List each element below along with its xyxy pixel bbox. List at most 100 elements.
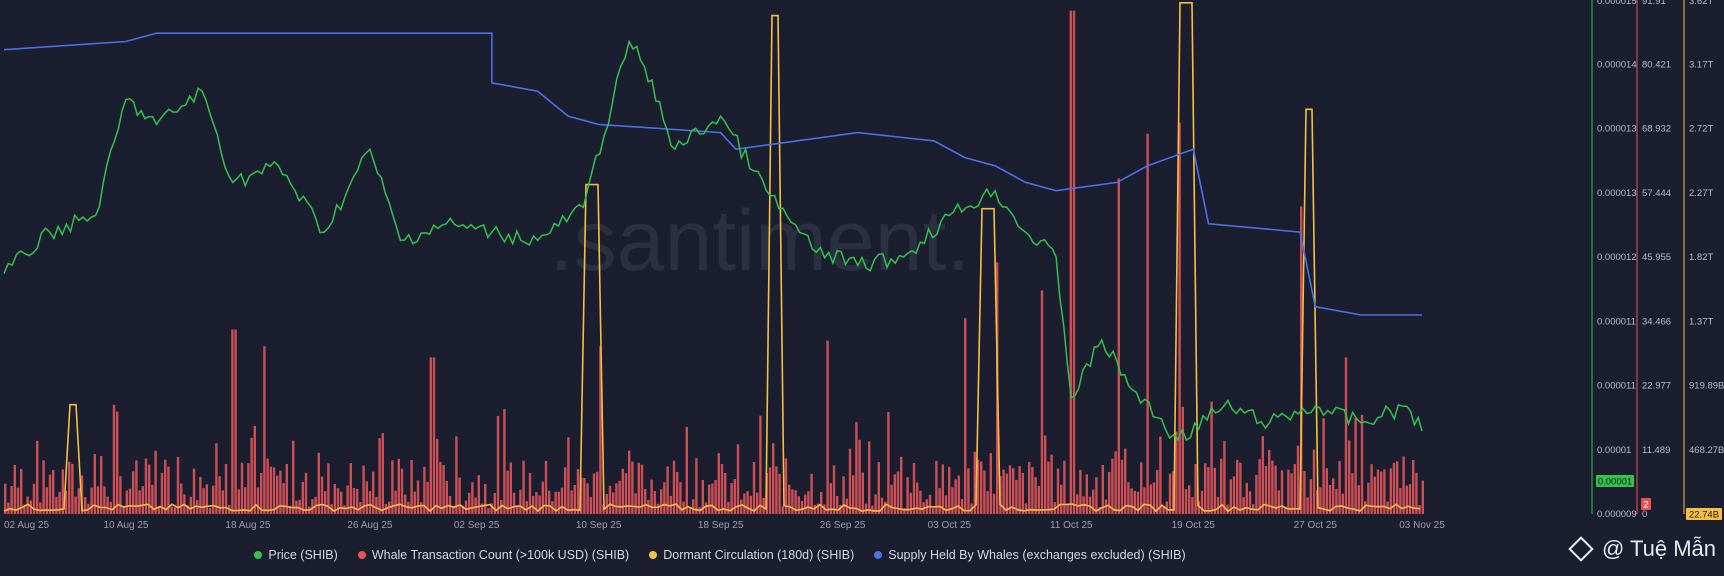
whale-tx-bar: [480, 503, 484, 514]
whale-tx-bar: [48, 474, 52, 514]
whale-tx-bar: [541, 481, 544, 514]
binance-diamond-icon: [1568, 536, 1594, 562]
axis-tick-label: 11.489: [1642, 445, 1670, 456]
legend-item-price[interactable]: Price (SHIB): [254, 548, 338, 562]
whale-tx-bar: [218, 476, 221, 514]
whale-tx-bar: [1232, 476, 1236, 514]
whale-tx-bar: [605, 494, 608, 514]
whale-tx-bar: [205, 484, 208, 514]
whale-tx-bar: [1351, 473, 1354, 514]
legend-item-supply[interactable]: Supply Held By Whales (exchanges exclude…: [874, 548, 1186, 562]
whale-tx-bar: [1194, 464, 1197, 514]
axis-tick-label: 919.89B: [1689, 381, 1724, 392]
axis-tick-label: 0.000014: [1597, 59, 1637, 70]
whale-tx-bar: [871, 505, 874, 514]
whale-tx-bar: [1021, 472, 1024, 514]
whale-tx-bar: [810, 473, 813, 514]
whale-tx-bar: [1040, 290, 1044, 514]
whale-tx-bar: [589, 497, 592, 514]
whale-tx-bar: [1258, 459, 1261, 514]
whale-tx-bar: [912, 463, 916, 514]
whale-tx-bar: [1181, 406, 1184, 514]
whale-tx-bar: [1111, 458, 1114, 514]
whale-tx-bar: [1114, 451, 1117, 514]
whale-tx-bar: [621, 468, 624, 514]
legend-item-dormant[interactable]: Dormant Circulation (180d) (SHIB): [649, 548, 854, 562]
whale-tx-bar: [1197, 501, 1200, 514]
whale-tx-bar: [119, 476, 122, 514]
whale-tx-bar: [794, 490, 797, 514]
axis-tick-label: 0.000009: [1597, 509, 1637, 520]
whale-tx-bar: [1101, 465, 1104, 514]
whale-tx-bar: [948, 466, 951, 514]
whale-tx-bar: [1159, 436, 1162, 514]
whale-tx-bar: [455, 436, 458, 514]
whale-tx-bar: [900, 456, 903, 514]
whale-tx-bar: [439, 461, 442, 514]
whale-tx-bar: [42, 460, 45, 514]
whale-tx-bar: [80, 475, 84, 514]
whale-tx-bar: [1341, 493, 1344, 514]
whale-tx-bar: [164, 459, 167, 514]
whale-tx-bar: [941, 464, 944, 514]
whale-tx-bar: [989, 453, 992, 514]
axis-tick-label: 1.37T: [1689, 316, 1713, 327]
legend-swatch-price: [254, 551, 263, 559]
whale-tx-bar: [637, 462, 640, 514]
whale-tx-bar: [832, 465, 836, 514]
x-tick-label: 11 Oct 25: [1050, 520, 1093, 531]
whale-tx-bar: [576, 469, 580, 514]
whale-tx-bar: [1037, 486, 1040, 514]
whale-tx-bar: [829, 483, 832, 514]
whale-tx-bar: [157, 507, 160, 514]
x-tick-label: 10 Sep 25: [576, 520, 622, 531]
whale-tx-bar: [820, 491, 823, 514]
whale-tx-bar: [1322, 418, 1325, 514]
whale-tx-bar: [1012, 468, 1015, 514]
axis-tick-label: 0.000011: [1597, 316, 1636, 327]
whale-tx-bar: [240, 462, 244, 514]
whale-tx-bar: [208, 507, 212, 514]
x-tick-label: 19 Oct 25: [1172, 520, 1216, 531]
whale-tx-bar: [250, 437, 253, 514]
whale-tx-bar: [532, 496, 535, 514]
whale-tx-bar: [496, 415, 500, 514]
whale-tx-bar: [336, 488, 340, 514]
whale-tx-bar: [1175, 431, 1178, 514]
whale-tx-bar: [1405, 485, 1408, 514]
axis-tick-label: 0.000015: [1597, 0, 1637, 7]
whale-tx-bar: [624, 473, 628, 514]
whale-tx-bar: [272, 467, 276, 514]
whale-tx-bar: [784, 458, 788, 514]
whale-tx-bar: [516, 505, 519, 514]
whale-tx-bar: [509, 462, 512, 514]
whale-tx-bar: [967, 468, 970, 514]
whale-tx-bar: [1088, 496, 1092, 514]
whale-tx-bar: [1226, 504, 1229, 514]
whale-tx-bar: [1130, 488, 1133, 514]
whale-tx-bar: [1402, 456, 1405, 514]
whale-tx-bar: [1172, 471, 1175, 514]
whale-tx-bar: [1024, 503, 1028, 514]
x-tick-label: 18 Sep 25: [698, 520, 744, 531]
whale-tx-bar: [663, 482, 666, 514]
whale-tx-bar: [1373, 476, 1376, 514]
legend-swatch-whale-tx: [357, 551, 366, 559]
legend-item-whale-tx[interactable]: Whale Transaction Count (>100k USD) (SHI…: [357, 548, 629, 562]
whale-tx-bar: [538, 495, 541, 514]
whale-tx-bar: [986, 491, 989, 514]
whale-tx-bar: [1287, 469, 1290, 514]
whale-tx-bar: [503, 409, 506, 514]
whale-tx-bar: [685, 426, 688, 514]
whale-tx-bar: [1220, 458, 1223, 514]
whale-tx-bar: [1124, 448, 1127, 514]
whale-tx-bar: [186, 505, 189, 514]
whale-tx-bar: [7, 502, 10, 514]
whale-tx-bar: [890, 484, 893, 514]
whale-tx-bar: [477, 475, 480, 514]
whale-tx-bar: [768, 467, 772, 514]
axis-tick-label: 0.000012: [1597, 252, 1637, 263]
whale-tx-bar: [1085, 474, 1088, 514]
whale-tx-bar: [151, 484, 154, 514]
whale-tx-bar: [160, 472, 164, 514]
